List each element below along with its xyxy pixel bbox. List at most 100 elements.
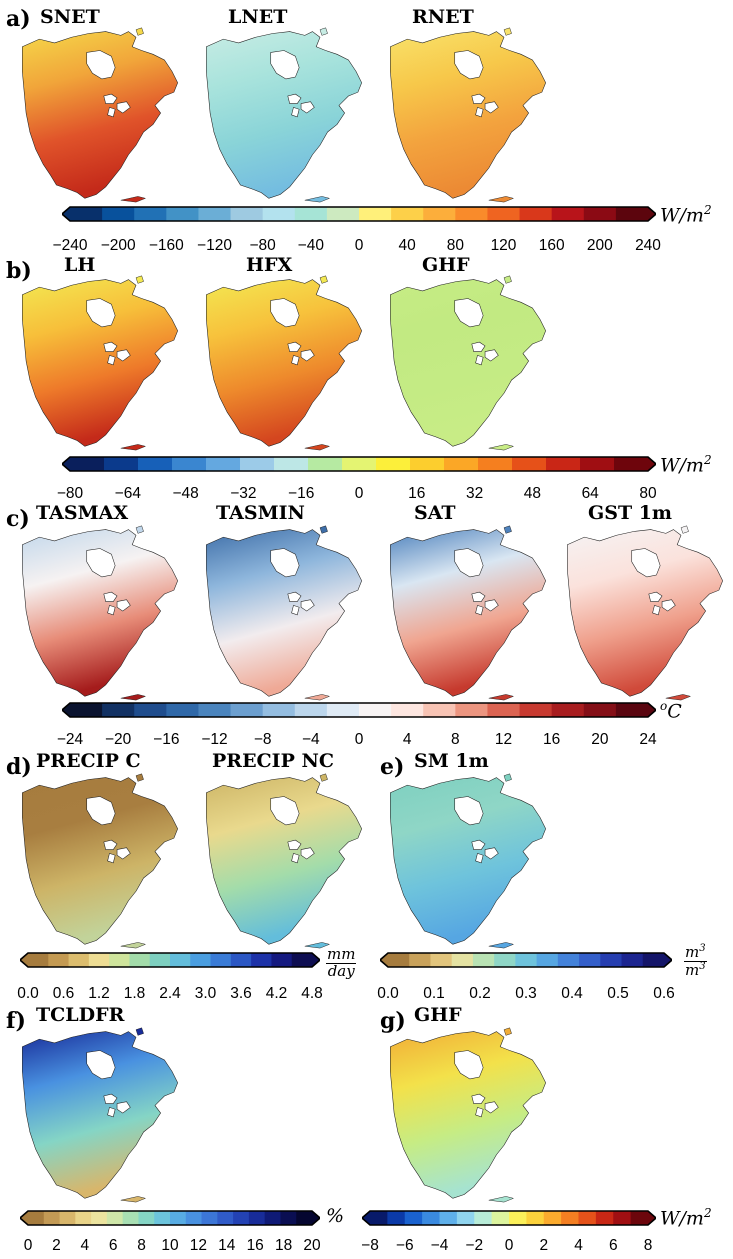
colorbar-arrow-right <box>312 953 320 967</box>
colorbar-segment <box>201 1211 218 1225</box>
map-hfx <box>205 275 363 451</box>
colorbar-segment <box>370 1211 388 1225</box>
colorbar-tick-label: 2 <box>52 1237 61 1254</box>
colorbar-tick-label: −200 <box>100 237 136 254</box>
colorbar-arrow-right <box>664 953 672 967</box>
colorbar-segment <box>291 953 313 967</box>
colorbar-segment <box>28 953 49 967</box>
colorbar-segment <box>122 1211 140 1225</box>
colorbar-segment <box>217 1211 234 1225</box>
caribbean-island <box>120 693 146 701</box>
colorbar-segment <box>451 953 474 967</box>
panel-label-e: e) <box>380 754 405 780</box>
arctic-island <box>319 275 329 284</box>
colorbar-segment <box>43 1211 61 1225</box>
colorbar-segment <box>262 703 296 717</box>
colorbar-segment <box>509 1211 527 1225</box>
colorbar-tick-label: −20 <box>105 731 132 748</box>
colorbar-tick-label: 0 <box>23 1237 33 1254</box>
colorbar-tick-label: 4.8 <box>301 985 323 1002</box>
colorbar-segment <box>248 1211 266 1225</box>
colorbar-segment <box>478 457 513 471</box>
colorbar-segment <box>387 1211 406 1225</box>
colorbar-segment <box>422 1211 441 1225</box>
colorbar-tick-label: 32 <box>465 485 484 502</box>
colorbar-segment <box>487 207 521 221</box>
colorbar-segment <box>526 1211 545 1225</box>
colorbar-tick-label: 2 <box>539 1237 549 1254</box>
colorbar-tick-label: 3.6 <box>230 985 252 1002</box>
map-title-tasmax: TASMAX <box>36 502 129 524</box>
colorbar-tick-label: 0 <box>354 485 364 502</box>
colorbar-segment <box>615 207 649 221</box>
colorbar-temperature-unit: oC <box>660 699 682 723</box>
colorbar-tick-label: 4 <box>80 1237 90 1254</box>
colorbar-precip-ticks: 0.0 0.6 1.2 1.8 2.4 3.0 3.6 4.2 4.8 <box>17 985 323 1004</box>
colorbar-segment <box>106 1211 124 1225</box>
map-title-sm-1m: SM 1m <box>414 750 489 772</box>
colorbar-cloud-fraction-ticks: 0 2 4 6 8 10 12 14 16 18 20 <box>20 1237 321 1256</box>
colorbar-radiation-unit: W/m2 <box>660 203 712 227</box>
colorbar-segment <box>294 207 328 221</box>
colorbar-segment <box>274 457 309 471</box>
colorbar-segment <box>487 703 521 717</box>
colorbar-segment <box>557 953 580 967</box>
colorbar-segment <box>280 1211 297 1225</box>
colorbar-cloud-fraction <box>20 1210 320 1226</box>
colorbar-tick-label: 0.0 <box>17 985 39 1002</box>
caribbean-island <box>488 693 514 701</box>
arctic-island <box>135 525 145 534</box>
colorbar-ghf <box>362 1210 656 1226</box>
colorbar-segment <box>296 1211 313 1225</box>
map-title-ghf-b: GHF <box>422 254 470 276</box>
colorbar-segment <box>70 703 103 717</box>
colorbar-tick-label: −24 <box>56 731 84 748</box>
colorbar-tick-label: −240 <box>52 237 88 254</box>
colorbar-segment <box>409 953 432 967</box>
colorbar-tick-label: 2.4 <box>159 985 181 1002</box>
colorbar-segment <box>359 703 392 717</box>
colorbar-arrow-left <box>62 703 70 717</box>
map-title-sat: SAT <box>414 502 456 524</box>
colorbar-segment <box>579 953 601 967</box>
colorbar-tick-label: 4.2 <box>265 985 288 1002</box>
colorbar-segment <box>580 457 615 471</box>
colorbar-soil-moisture-unit: m3 m3 <box>684 943 707 979</box>
colorbar-segment <box>262 207 296 221</box>
colorbar-segment <box>536 953 559 967</box>
colorbar-segment <box>294 703 328 717</box>
colorbar-tick-label: 160 <box>538 237 565 254</box>
map-title-lnet: LNET <box>228 6 288 28</box>
map-sat <box>389 525 547 701</box>
colorbar-precip <box>20 952 320 968</box>
caribbean-island <box>304 195 330 203</box>
colorbar-outline <box>62 702 656 718</box>
colorbar-segment <box>206 457 241 471</box>
colorbar-segment <box>391 703 424 717</box>
colorbar-segment <box>68 953 90 967</box>
colorbar-tick-label: −6 <box>395 1237 414 1254</box>
colorbar-segment <box>230 207 264 221</box>
colorbar-temperature-ticks: −24 −20 −16 −12 −8 −4 0 4 8 12 16 20 24 <box>57 731 657 750</box>
colorbar-tick-label: −48 <box>172 485 199 502</box>
colorbar-segment <box>561 1211 580 1225</box>
colorbar-segment <box>326 703 360 717</box>
colorbar-segment <box>455 207 489 221</box>
colorbar-segment <box>233 1211 250 1225</box>
colorbar-segment <box>102 703 135 717</box>
colorbar-tick-label: 8 <box>451 731 460 748</box>
colorbar-segment <box>172 457 207 471</box>
colorbar-segment <box>308 457 343 471</box>
colorbar-segment <box>102 207 135 221</box>
caribbean-island <box>488 195 514 203</box>
colorbar-tick-label: 240 <box>635 237 661 254</box>
colorbar-segment <box>472 953 495 967</box>
arctic-island <box>503 27 513 36</box>
colorbar-tick-label: 0 <box>504 1237 514 1254</box>
colorbar-segment <box>519 207 553 221</box>
arctic-island <box>135 275 145 284</box>
colorbar-segment <box>494 953 516 967</box>
arctic-island <box>503 1027 513 1036</box>
colorbar-tick-label: −120 <box>197 237 232 254</box>
colorbar-segment <box>48 953 70 967</box>
